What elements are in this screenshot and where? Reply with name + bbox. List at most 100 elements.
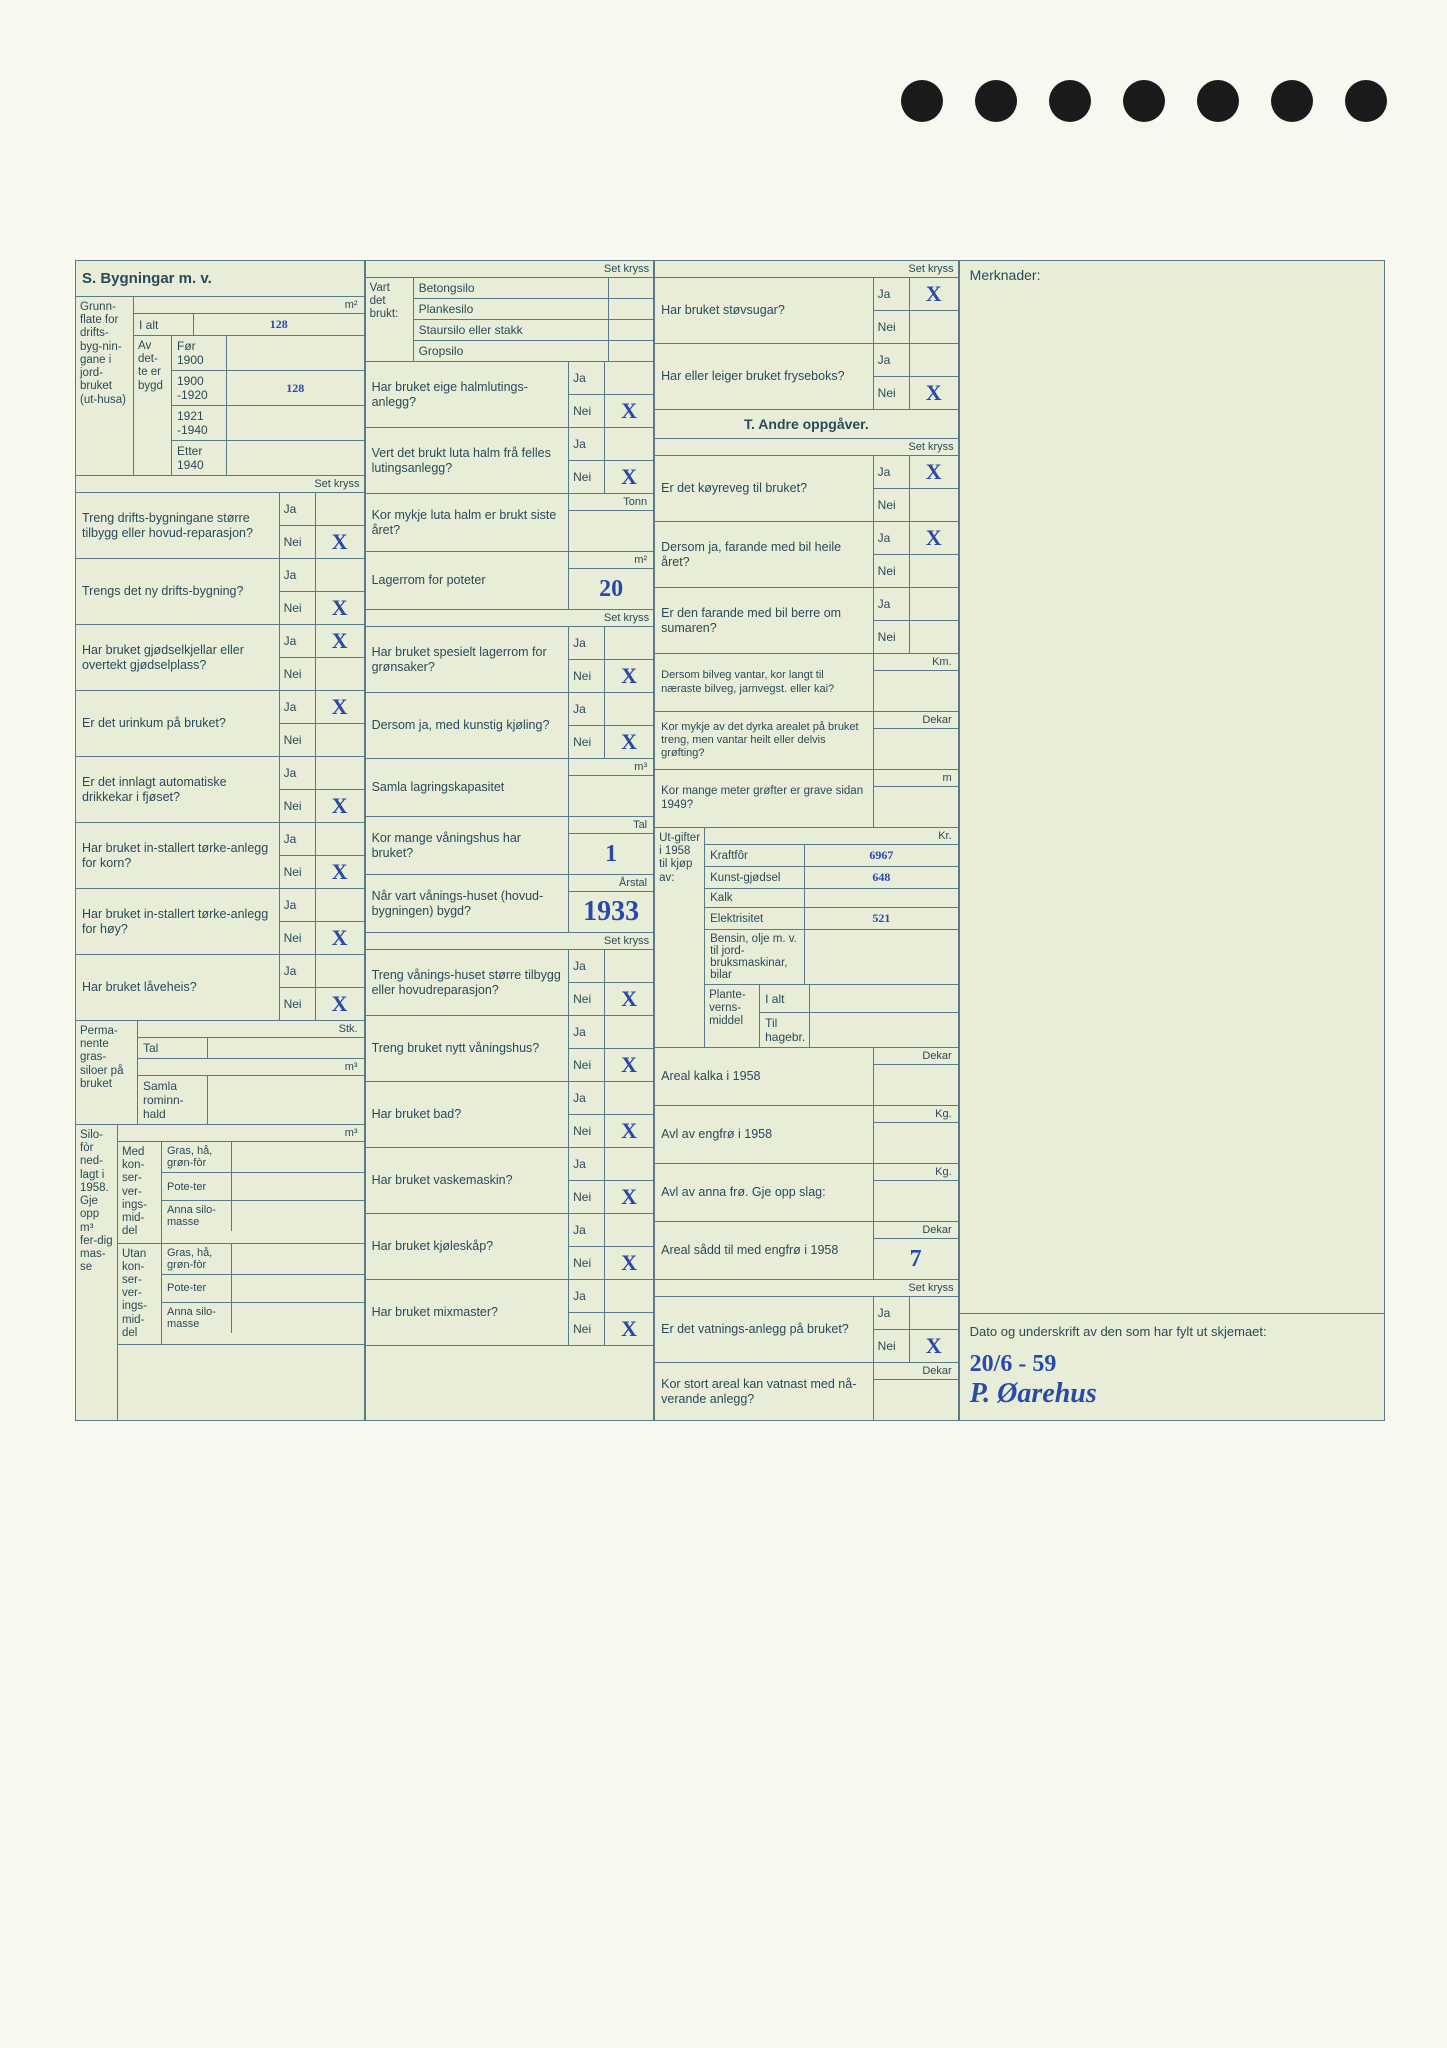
farande-sumar-q: Er den farande med bil berre om sumaren? (655, 588, 874, 653)
vaning-rep-ja-label: Ja (569, 950, 605, 982)
utg-val-1: 648 (805, 867, 958, 888)
silofor-row: Gras, hå, grøn-fòr (162, 1142, 232, 1172)
farande-heile-ja-val: X (910, 522, 958, 554)
set-kryss-3: Set kryss (655, 261, 958, 278)
spesielt-lager-ja-val (605, 627, 653, 659)
nytt-vaning-ja-label: Ja (569, 1016, 605, 1048)
c2a0-ja-label: Ja (569, 362, 605, 394)
grofting-q: Kor mykje av det dyrka arealet på bruket… (655, 712, 874, 769)
c3t1-nei-val: X (910, 377, 958, 409)
c2b1-q: Har bruket vaskemaskin? (366, 1148, 570, 1213)
set-kryss-3c: Set kryss (655, 1280, 958, 1297)
silo-type-3: Gropsilo (414, 341, 610, 361)
c1q6-nei-label: Nei (280, 922, 316, 954)
vaning-ar-unit: Årstal (569, 875, 653, 892)
set-kryss-2: Set kryss (366, 261, 654, 278)
perm-tal-label: Tal (138, 1038, 208, 1058)
c1q7-q: Har bruket låveheis? (76, 955, 280, 1020)
utg-label-4: Bensin, olje m. v. til jord-bruksmaskina… (705, 930, 805, 984)
spesielt-lager-q: Har bruket spesielt lagerrom for grønsak… (366, 627, 570, 692)
vatning-ja-val (910, 1297, 958, 1329)
c1q3-q: Er det urinkum på bruket? (76, 691, 280, 756)
c1q3-nei-val (316, 724, 364, 756)
areal-kalka-unit: Dekar (874, 1048, 958, 1065)
c1q0-q: Treng drifts-bygningane større tilbygg e… (76, 493, 280, 558)
column-3: Set kryss Har bruket støvsugar? JaX Nei … (655, 261, 960, 1420)
grofter-m-q: Kor mange meter grøfter er grave sidan 1… (655, 770, 874, 827)
c2a0-ja-val (605, 362, 653, 394)
utg-val-2 (805, 889, 958, 907)
perm-tal-unit: Stk. (138, 1021, 364, 1038)
permanente-label: Perma-nente gras-siloer på bruket (76, 1021, 138, 1124)
silofor-row: Pote-ter (162, 1173, 232, 1200)
farande-heile-ja-label: Ja (874, 522, 910, 554)
koyre-ja-val: X (910, 456, 958, 488)
vaning-tal-q: Kor mange våningshus har bruket? (366, 817, 570, 874)
lagerrom-potet-unit: m² (569, 552, 653, 569)
avl-engfro-unit: Kg. (874, 1106, 958, 1123)
farande-sumar-ja-label: Ja (874, 588, 910, 620)
silo-type-2: Staursilo eller stakk (414, 320, 610, 340)
farande-heile-nei-val (910, 555, 958, 587)
c1q0-nei-label: Nei (280, 526, 316, 558)
avl-anna-unit: Kg. (874, 1164, 958, 1181)
nytt-vaning-nei-label: Nei (569, 1049, 605, 1081)
c1q2-ja-label: Ja (280, 625, 316, 657)
c1q4-q: Er det innlagt automatiske drikkekar i f… (76, 757, 280, 822)
koyre-q: Er det køyreveg til bruket? (655, 456, 874, 521)
c2b1-ja-label: Ja (569, 1148, 605, 1180)
farande-sumar-ja-val (910, 588, 958, 620)
c2b3-nei-label: Nei (569, 1313, 605, 1345)
vatning-nei-val: X (910, 1330, 958, 1362)
utgifter-unit: Kr. (705, 828, 958, 845)
c2a1-nei-val: X (605, 461, 653, 493)
c1q4-nei-val: X (316, 790, 364, 822)
utgifter-label: Ut-gifter i 1958 til kjøp av: (655, 828, 705, 1047)
utg-val-3: 521 (805, 908, 958, 929)
c2b2-nei-label: Nei (569, 1247, 605, 1279)
c3t0-nei-label: Nei (874, 311, 910, 343)
c2b1-nei-label: Nei (569, 1181, 605, 1213)
utg-label-0: Kraftfôr (705, 845, 805, 866)
lagerrom-potet-val: 20 (569, 569, 653, 609)
c1q6-q: Har bruket in-stallert tørke-anlegg for … (76, 889, 280, 954)
lagerrom-potet-q: Lagerrom for poteter (366, 552, 570, 609)
set-kryss-2c: Set kryss (366, 933, 654, 950)
utg-label-3: Elektrisitet (705, 908, 805, 929)
c1q5-ja-val (316, 823, 364, 855)
avl-anna-q: Avl av anna frø. Gje opp slag: (655, 1164, 874, 1221)
set-kryss-2b: Set kryss (366, 610, 654, 627)
utg-label-2: Kalk (705, 889, 805, 907)
perm-rom-unit: m³ (138, 1059, 364, 1076)
c2b2-q: Har bruket kjøleskåp? (366, 1214, 570, 1279)
kunstig-kjol-ja-val (605, 693, 653, 725)
spesielt-lager-nei-label: Nei (569, 660, 605, 692)
vaning-rep-ja-val (605, 950, 653, 982)
silofor-row: Anna silo-masse (162, 1201, 232, 1231)
vaning-rep-q: Treng vånings-huset større tilbygg eller… (366, 950, 570, 1015)
c1q5-ja-label: Ja (280, 823, 316, 855)
kunstig-kjol-q: Dersom ja, med kunstig kjøling? (366, 693, 570, 758)
plante-alt: I alt (760, 985, 810, 1012)
punch-holes (901, 80, 1387, 122)
plante-hage: Til hagebr. (760, 1013, 810, 1047)
kunstig-kjol-nei-label: Nei (569, 726, 605, 758)
c2b0-nei-label: Nei (569, 1115, 605, 1147)
avl-engfro-q: Avl av engfrø i 1958 (655, 1106, 874, 1163)
c1q6-nei-val: X (316, 922, 364, 954)
c1q3-ja-label: Ja (280, 691, 316, 723)
vaning-ar-val: 1933 (569, 892, 653, 932)
areal-kalka-q: Areal kalka i 1958 (655, 1048, 874, 1105)
section-s-header: S. Bygningar m. v. (76, 261, 364, 297)
c1q0-ja-label: Ja (280, 493, 316, 525)
i-alt-label: I alt (134, 314, 194, 335)
c1q7-nei-label: Nei (280, 988, 316, 1020)
plante-label: Plante-verns-middel (705, 985, 760, 1047)
c1q5-nei-label: Nei (280, 856, 316, 888)
c3t1-ja-label: Ja (874, 344, 910, 376)
c2b2-ja-label: Ja (569, 1214, 605, 1246)
section-t-header: T. Andre oppgåver. (655, 410, 958, 439)
c3t1-nei-label: Nei (874, 377, 910, 409)
spesielt-lager-nei-val: X (605, 660, 653, 692)
c1q7-nei-val: X (316, 988, 364, 1020)
